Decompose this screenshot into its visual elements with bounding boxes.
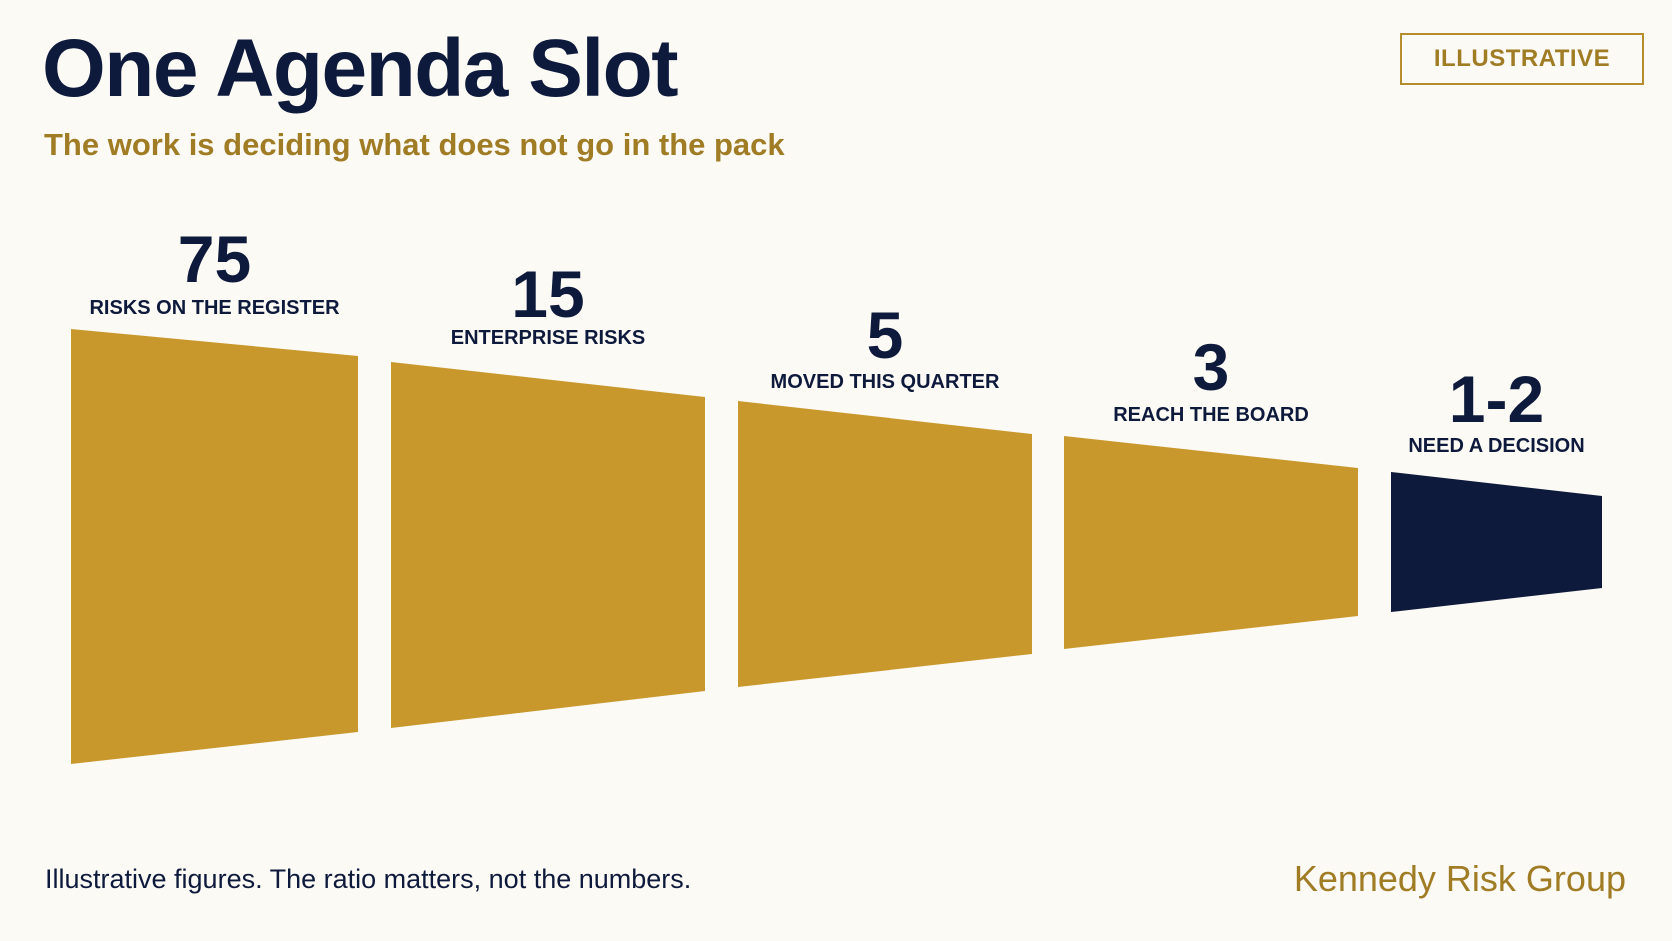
- funnel-stage-label: NEED A DECISION: [1408, 435, 1584, 457]
- funnel-stage-value: 3: [1193, 330, 1230, 404]
- brand-name: Kennedy Risk Group: [1293, 858, 1626, 899]
- funnel-stage-5: [1391, 472, 1602, 612]
- funnel-stage-2: [391, 362, 705, 728]
- illustrative-badge: ILLUSTRATIVE: [1400, 33, 1644, 85]
- funnel-stage-value: 5: [867, 298, 904, 372]
- footnote: Illustrative figures. The ratio matters,…: [45, 864, 692, 894]
- funnel-stage-label: ENTERPRISE RISKS: [451, 327, 645, 349]
- page-subtitle: The work is deciding what does not go in…: [44, 127, 785, 162]
- funnel-stage-3: [738, 401, 1032, 687]
- funnel-stage-value: 15: [511, 257, 584, 331]
- funnel-stage-value: 75: [178, 222, 251, 296]
- page-title: One Agenda Slot: [42, 23, 679, 114]
- funnel-stage-label: REACH THE BOARD: [1113, 404, 1309, 426]
- funnel-stage-label: RISKS ON THE REGISTER: [89, 297, 340, 319]
- funnel-stage-value: 1-2: [1449, 362, 1544, 436]
- funnel-stage-label: MOVED THIS QUARTER: [771, 371, 1000, 393]
- funnel-stage-4: [1064, 436, 1358, 649]
- funnel-stage-1: [71, 329, 358, 764]
